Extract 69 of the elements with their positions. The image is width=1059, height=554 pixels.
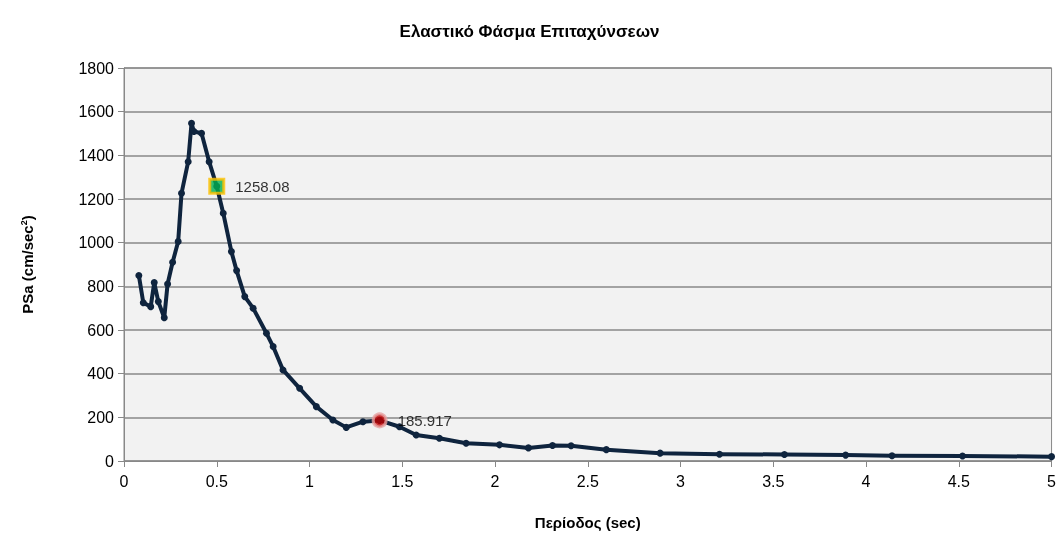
point: [241, 293, 249, 301]
x-tick-label: 0.5: [205, 472, 228, 490]
y-tick-label: 0: [105, 452, 115, 470]
x-tick-label: 5: [1047, 472, 1057, 490]
point: [495, 441, 503, 449]
point: [656, 449, 664, 457]
point: [462, 439, 470, 447]
point: [262, 329, 270, 337]
point: [227, 248, 235, 256]
x-tick-label: 0: [119, 472, 129, 490]
point: [160, 314, 168, 322]
point: [198, 129, 206, 137]
point: [269, 343, 277, 351]
point: [371, 412, 388, 429]
point: [139, 299, 147, 307]
y-tick-label: 1600: [78, 103, 115, 121]
data-label: 1258.08: [235, 177, 290, 195]
x-tick-label: 3.5: [762, 472, 785, 490]
y-tick-label: 600: [87, 321, 115, 339]
point: [296, 384, 304, 392]
point: [178, 189, 186, 197]
point: [135, 271, 143, 279]
point: [164, 280, 172, 288]
x-tick-label: 1.5: [391, 472, 414, 490]
point: [233, 267, 241, 275]
x-tick-label: 1: [305, 472, 315, 490]
point: [715, 450, 723, 458]
point: [359, 418, 367, 426]
point: [1048, 453, 1056, 461]
point: [412, 431, 420, 439]
point: [154, 298, 162, 306]
point: [312, 403, 320, 411]
x-tick-label: 4.5: [947, 472, 971, 490]
point: [184, 158, 192, 166]
point: [174, 238, 182, 246]
y-tick-label: 400: [87, 365, 115, 383]
point: [329, 416, 337, 424]
point: [780, 450, 788, 458]
y-axis-title: PSa (cm/sec2): [18, 215, 36, 314]
y-tick-label: 1200: [78, 190, 115, 208]
point: [147, 303, 155, 311]
point: [219, 209, 227, 217]
y-tick-label: 1400: [78, 146, 115, 164]
y-tick-label: 1000: [78, 234, 115, 252]
y-tick-label: 1800: [78, 59, 115, 77]
y-tick-label: 200: [87, 408, 115, 426]
point: [524, 444, 532, 452]
point: [188, 119, 196, 127]
x-axis-title: Περίοδος (sec): [534, 514, 641, 531]
x-tick-label: 4: [861, 472, 871, 490]
point: [205, 158, 213, 166]
point: [959, 452, 967, 460]
point: [169, 258, 177, 266]
data-label: 185.917: [397, 411, 452, 429]
point: [549, 442, 557, 449]
point: [842, 451, 850, 459]
point: [567, 442, 575, 450]
point: [602, 446, 610, 454]
x-tick-label: 2: [490, 472, 500, 490]
point: [435, 434, 443, 442]
x-tick-label: 3: [676, 472, 686, 490]
point: [150, 279, 158, 287]
chart-title: Ελαστικό Φάσμα Επιταχύνσεων: [399, 22, 660, 41]
point: [888, 452, 896, 460]
y-tick-label: 800: [87, 277, 115, 295]
point: [342, 423, 350, 431]
point: [249, 304, 257, 312]
x-tick-label: 2.5: [576, 472, 599, 490]
point: [208, 177, 226, 195]
